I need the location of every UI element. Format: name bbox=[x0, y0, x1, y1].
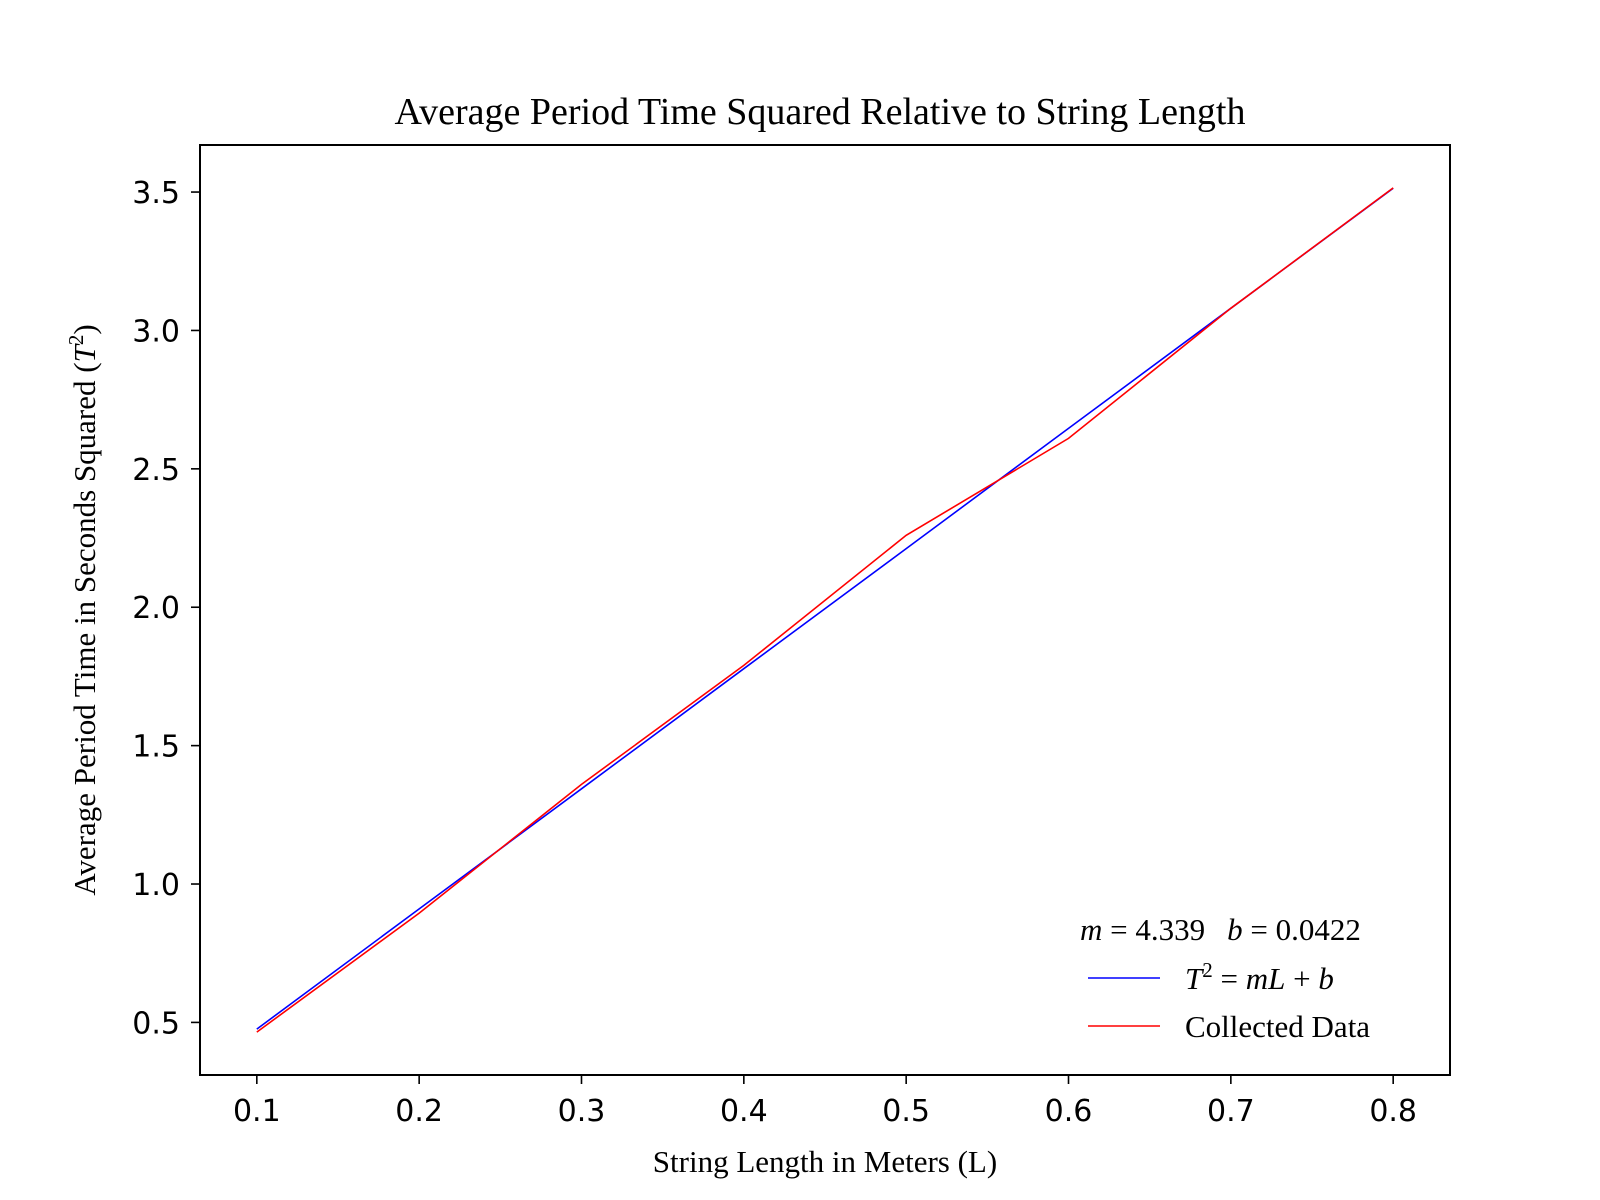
plot-frame bbox=[199, 144, 1451, 1076]
y-axis-label-superscript: 2 bbox=[64, 335, 88, 346]
y-tick-label: 2.0 bbox=[132, 591, 180, 626]
x-tick-label: 0.7 bbox=[1207, 1094, 1255, 1129]
slope-variable: m bbox=[1080, 912, 1102, 947]
x-axis-label: String Length in Meters (L) bbox=[653, 1144, 997, 1179]
y-tick-label: 1.5 bbox=[132, 730, 180, 765]
y-axis-ticks: 0.5 1.0 1.5 2.0 2.5 3.0 3.5 bbox=[132, 176, 200, 1041]
series-line-1 bbox=[256, 187, 1394, 1033]
x-axis-ticks: 0.1 0.2 0.3 0.4 0.5 0.6 0.7 0.8 bbox=[233, 1075, 1417, 1129]
x-tick-label: 0.2 bbox=[395, 1094, 443, 1129]
x-tick-label: 0.3 bbox=[558, 1094, 606, 1129]
y-tick-label: 0.5 bbox=[132, 1006, 180, 1041]
chart-title: Average Period Time Squared Relative to … bbox=[395, 91, 1246, 133]
legend-label-collected-data: Collected Data bbox=[1185, 1009, 1370, 1044]
x-tick-label: 0.8 bbox=[1369, 1094, 1417, 1129]
x-tick-label: 0.5 bbox=[882, 1094, 930, 1129]
y-tick-label: 1.0 bbox=[132, 868, 180, 903]
y-tick-label: 3.0 bbox=[132, 314, 180, 349]
y-axis-label-variable: T bbox=[67, 342, 102, 362]
y-axis-label: Average Period Time in Seconds Squared (… bbox=[64, 324, 102, 895]
y-tick-label: 2.5 bbox=[132, 453, 180, 488]
x-tick-label: 0.4 bbox=[720, 1094, 768, 1129]
x-tick-label: 0.6 bbox=[1045, 1094, 1093, 1129]
legend-label-fit-line: T2 = mL + b bbox=[1185, 958, 1334, 996]
slope-value: = 4.339 bbox=[1102, 912, 1205, 947]
intercept-value: = 0.0422 bbox=[1243, 912, 1361, 947]
intercept-variable: b bbox=[1227, 912, 1243, 947]
y-axis-label-suffix: ) bbox=[67, 324, 102, 334]
x-tick-label: 0.1 bbox=[233, 1094, 281, 1129]
y-axis-label-prefix: Average Period Time in Seconds Squared ( bbox=[67, 362, 102, 895]
series-line-0 bbox=[256, 187, 1394, 1030]
legend: m = 4.339 b = 0.0422 T2 = mL + b Collecte… bbox=[1080, 912, 1370, 1044]
fit-parameters-annotation: m = 4.339 b = 0.0422 bbox=[1080, 912, 1361, 947]
plot-series bbox=[256, 187, 1394, 1033]
y-tick-label: 3.5 bbox=[132, 176, 180, 211]
